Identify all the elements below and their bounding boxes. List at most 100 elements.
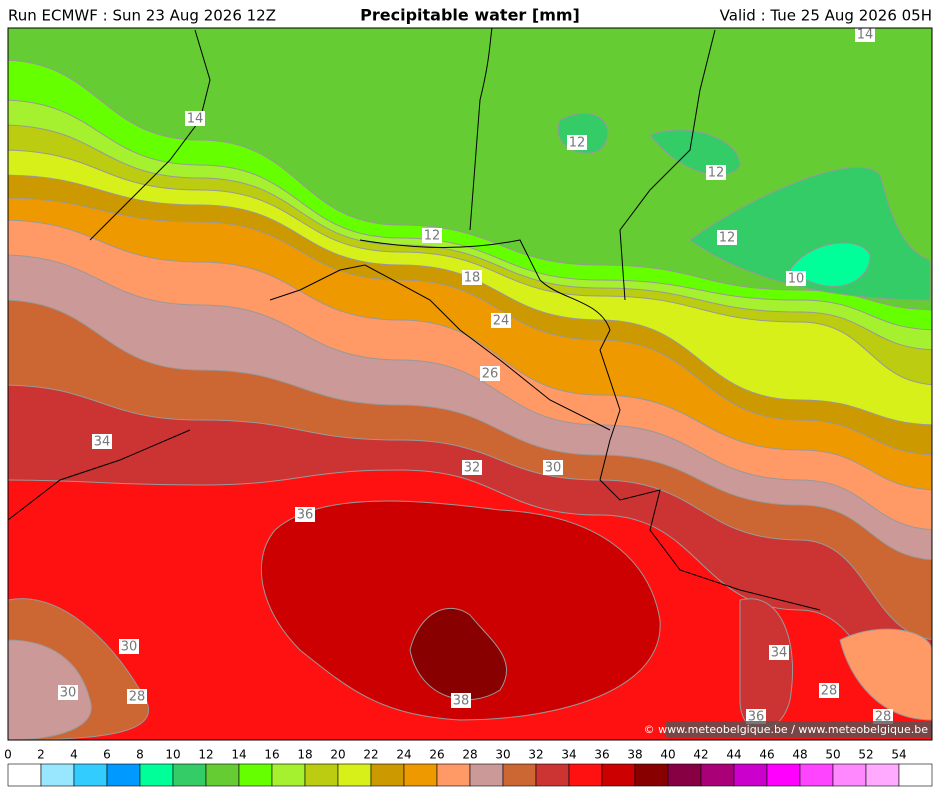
colorbar-box xyxy=(139,763,174,787)
contour-label-box xyxy=(462,460,482,475)
contour-label-box xyxy=(873,709,893,724)
contour-label: 12 xyxy=(424,229,441,244)
contour-label: 14 xyxy=(187,112,204,127)
contour-label: 34 xyxy=(94,435,111,450)
colorbar-tick-label: 8 xyxy=(136,748,144,762)
colorbar-tick-label: 46 xyxy=(759,748,774,762)
contour-label: 30 xyxy=(121,640,138,655)
contour-label: 30 xyxy=(545,461,562,476)
colorbar-tick-label: 36 xyxy=(594,748,609,762)
colorbar-box xyxy=(73,763,108,787)
contour-label-box xyxy=(491,313,511,328)
border-line xyxy=(619,29,716,301)
contour-label-box xyxy=(119,639,139,654)
map: 14 14 12 12 12 12 10 18 24 26 34 32 30 36 30 30 28 38 34 28… xyxy=(8,28,932,740)
colorbar-tick-label: 52 xyxy=(858,748,873,762)
border-line xyxy=(469,28,493,231)
colorbar-tick-label: 28 xyxy=(462,748,477,762)
colorbar-box xyxy=(601,763,636,787)
contour-label-box xyxy=(462,270,482,285)
contour-label-box xyxy=(567,135,587,150)
colorbar-box xyxy=(304,763,339,787)
colorbar-box xyxy=(667,763,702,787)
colorbar-box xyxy=(898,763,933,787)
field-region xyxy=(839,628,932,721)
contour-label-box xyxy=(480,366,500,381)
colorbar-tick-label: 54 xyxy=(891,748,906,762)
colorbar-tick-label: 44 xyxy=(726,748,741,762)
contour-label-box xyxy=(786,271,806,286)
colorbar-tick-label: 12 xyxy=(198,748,213,762)
colorbar-tick-label: 32 xyxy=(528,748,543,762)
contour-label: 14 xyxy=(857,28,874,43)
colorbar-tick-label: 18 xyxy=(297,748,312,762)
border-line xyxy=(8,429,191,521)
colorbar-tick-label: 2 xyxy=(37,748,45,762)
colorbar-tick-label: 34 xyxy=(561,748,576,762)
map-frame xyxy=(7,27,933,741)
field-region xyxy=(789,242,871,287)
run-info: Run ECMWF : Sun 23 Aug 2026 12Z xyxy=(8,7,276,25)
colorbar-tick-label: 48 xyxy=(792,748,807,762)
border-line xyxy=(269,264,611,431)
border-line xyxy=(89,29,211,241)
contour-label: 12 xyxy=(569,136,586,151)
contour-label-box xyxy=(295,507,315,522)
border-line xyxy=(599,439,821,611)
colorbar-box xyxy=(436,763,471,787)
colorbar-box xyxy=(799,763,834,787)
contour-label: 24 xyxy=(493,314,510,329)
colorbar-tick-label: 50 xyxy=(825,748,840,762)
field-region xyxy=(649,129,741,176)
colorbar-box xyxy=(832,763,867,787)
contour-label: 38 xyxy=(453,694,470,709)
colorbar-tick-label: 22 xyxy=(363,748,378,762)
colorbar: 0 2 4 6 8 10 12 14 16 18 20 22 24 26 28 30 32 34 36 38 40 42 4… xyxy=(4,748,933,787)
colorbar-box xyxy=(370,763,405,787)
colorbar-box xyxy=(535,763,570,787)
contour-label-box xyxy=(127,689,147,704)
colorbar-box xyxy=(40,763,75,787)
contour-label: 18 xyxy=(464,271,481,286)
contour-label-box xyxy=(422,228,442,243)
map-title: Precipitable water [mm] xyxy=(360,6,580,25)
contour-label-box xyxy=(58,685,78,700)
colorbar-tick-label: 38 xyxy=(627,748,642,762)
contour-label: 28 xyxy=(129,690,146,705)
field-region xyxy=(8,639,92,740)
contour-label: 32 xyxy=(464,461,481,476)
colorbar-box xyxy=(271,763,306,787)
contour-label-box xyxy=(451,693,471,708)
contour-label: 12 xyxy=(708,166,725,181)
contour-label-box xyxy=(819,683,839,698)
colorbar-box xyxy=(469,763,504,787)
contour-label-box xyxy=(543,460,563,475)
colorbar-tick-label: 14 xyxy=(231,748,246,762)
contour-label-box xyxy=(746,709,766,724)
contour-label: 36 xyxy=(297,508,314,523)
contour-label-box xyxy=(92,434,112,449)
colorbar-box xyxy=(700,763,735,787)
colorbar-tick-label: 24 xyxy=(396,748,411,762)
colorbar-box xyxy=(865,763,900,787)
colorbar-tick-label: 40 xyxy=(660,748,675,762)
colorbar-tick-label: 10 xyxy=(165,748,180,762)
colorbar-box xyxy=(238,763,273,787)
contour-label: 28 xyxy=(875,710,892,725)
contour-label: 10 xyxy=(788,272,805,287)
colorbar-box xyxy=(403,763,438,787)
contour-label: 26 xyxy=(482,367,499,382)
border-line xyxy=(359,239,621,441)
colorbar-tick-label: 0 xyxy=(4,748,12,762)
colorbar-tick-label: 30 xyxy=(495,748,510,762)
contour-label-box xyxy=(769,645,789,660)
colorbar-box xyxy=(568,763,603,787)
contour-label: 30 xyxy=(60,686,77,701)
colorbar-box xyxy=(634,763,669,787)
colorbar-tick-label: 6 xyxy=(103,748,111,762)
colorbar-box xyxy=(106,763,141,787)
colorbar-tick-label: 26 xyxy=(429,748,444,762)
valid-time: Valid : Tue 25 Aug 2026 05H xyxy=(720,7,932,25)
contour-label: 28 xyxy=(821,684,838,699)
